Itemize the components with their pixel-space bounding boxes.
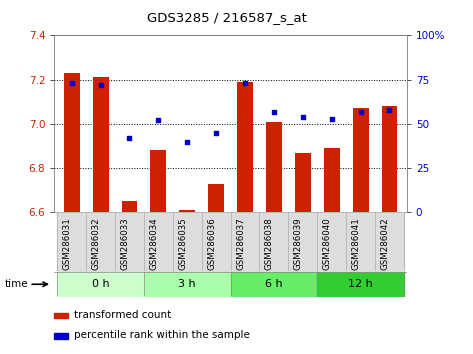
Bar [208, 184, 224, 212]
Bar [150, 150, 166, 212]
Text: GSM286036: GSM286036 [207, 217, 216, 270]
Text: 12 h: 12 h [348, 279, 373, 289]
Text: GSM286034: GSM286034 [149, 217, 158, 270]
Text: 6 h: 6 h [265, 279, 283, 289]
Bar [93, 78, 108, 212]
Bar [179, 210, 195, 212]
Text: GSM286031: GSM286031 [63, 217, 72, 270]
Bar [64, 73, 79, 212]
Point [212, 130, 220, 136]
Point [299, 114, 307, 120]
Bar [237, 82, 253, 212]
Bar [295, 153, 311, 212]
Text: GSM286032: GSM286032 [92, 217, 101, 270]
Text: percentile rank within the sample: percentile rank within the sample [74, 330, 250, 340]
Point [241, 80, 249, 86]
Text: transformed count: transformed count [74, 310, 171, 320]
Text: GSM286040: GSM286040 [323, 217, 332, 270]
Bar [54, 333, 69, 339]
Point [97, 82, 105, 88]
Bar [382, 106, 397, 212]
Bar [122, 201, 138, 212]
Bar [266, 122, 282, 212]
Point [357, 109, 364, 114]
Point [270, 109, 278, 114]
Bar [54, 313, 69, 318]
Text: time: time [5, 279, 28, 289]
Text: GSM286035: GSM286035 [178, 217, 187, 270]
Text: GSM286038: GSM286038 [265, 217, 274, 270]
Text: GSM286037: GSM286037 [236, 217, 245, 270]
Point [385, 107, 393, 113]
Text: GSM286042: GSM286042 [380, 217, 389, 270]
Bar [324, 148, 340, 212]
Text: GDS3285 / 216587_s_at: GDS3285 / 216587_s_at [147, 11, 307, 24]
Bar [353, 108, 368, 212]
Text: 0 h: 0 h [92, 279, 109, 289]
Point [68, 80, 76, 86]
Point [155, 118, 162, 123]
Text: GSM286041: GSM286041 [351, 217, 360, 270]
Text: GSM286033: GSM286033 [121, 217, 130, 270]
Point [184, 139, 191, 144]
Point [328, 116, 335, 121]
Point [126, 135, 133, 141]
Text: GSM286039: GSM286039 [294, 217, 303, 270]
Text: 3 h: 3 h [178, 279, 196, 289]
